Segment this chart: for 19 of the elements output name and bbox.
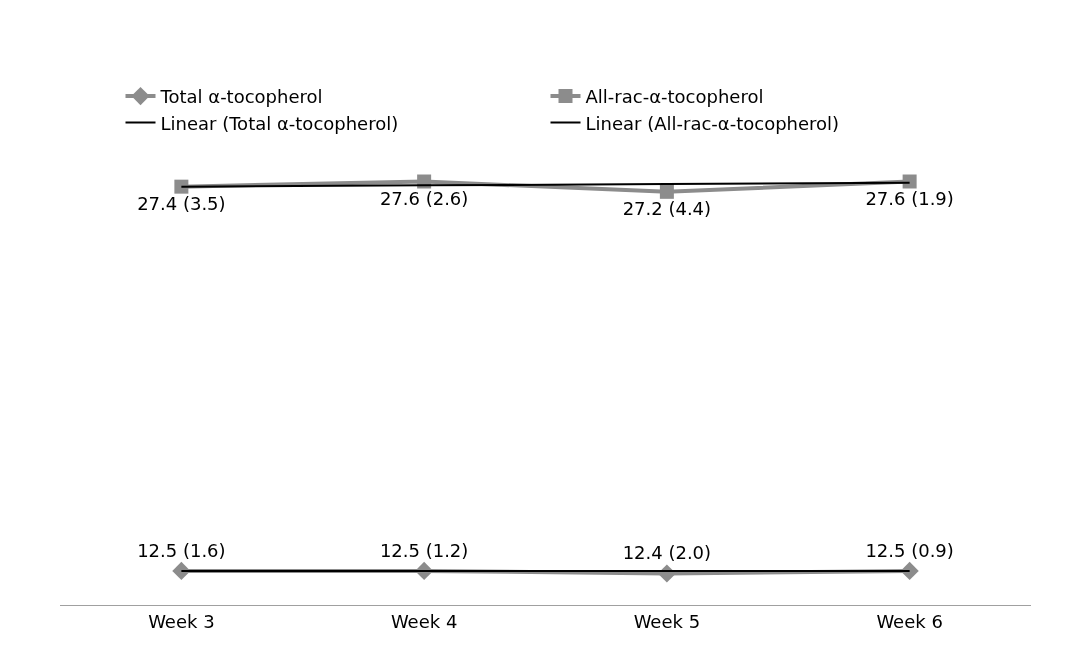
x-tick-label: Week 3: [148, 610, 215, 632]
point: [659, 184, 674, 199]
legend-label: All-rac-α-tocopherol: [585, 86, 764, 108]
legend-label: Total α-tocopherol: [159, 86, 323, 108]
point: [902, 174, 917, 189]
data-label: 27.6 (1.9): [865, 187, 954, 209]
data-label: 12.5 (0.9): [865, 539, 954, 561]
data-label: 12.4 (2.0): [622, 542, 712, 564]
data-label: 27.6 (2.6): [379, 187, 469, 209]
data-label: 27.2 (4.4): [622, 198, 712, 220]
point: [174, 179, 189, 194]
legend-label: Linear (All-rac-α-tocopherol): [585, 112, 840, 134]
x-tick-label: Week 5: [633, 610, 701, 632]
x-tick-label: Week 4: [390, 610, 458, 632]
legend-label: Linear (Total α-tocopherol): [160, 112, 399, 134]
x-tick-label: Week 6: [876, 610, 943, 632]
data-label: 12.5 (1.2): [379, 539, 469, 561]
data-label: 12.5 (1.6): [137, 539, 226, 561]
data-label: 27.4 (3.5): [137, 192, 226, 214]
